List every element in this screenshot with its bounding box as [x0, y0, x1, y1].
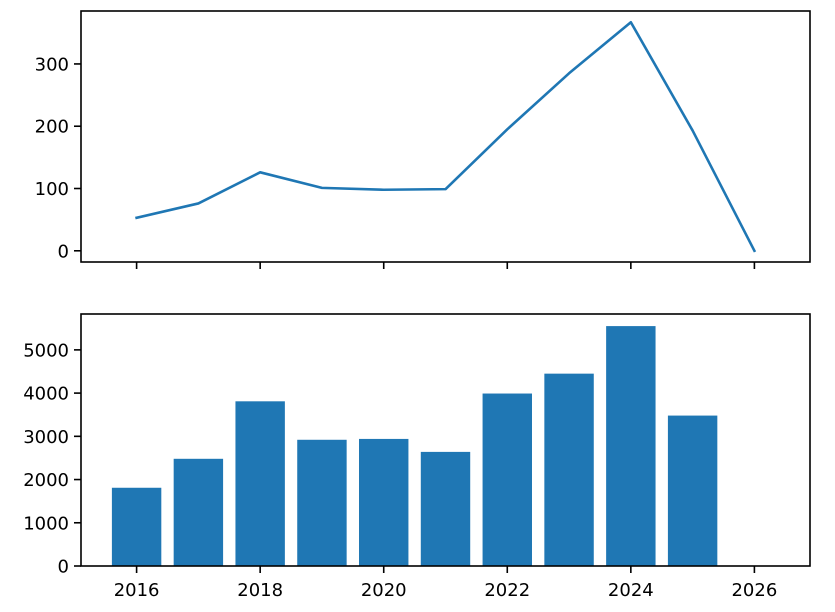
axes-frame [80, 313, 811, 567]
y-tick-label: 3000 [23, 427, 69, 448]
top-line-chart: 0 100 200 300 [35, 10, 811, 269]
y-tick-label: 5000 [23, 340, 69, 361]
y-tick-label: 4000 [23, 384, 69, 405]
bar-2020 [359, 438, 409, 566]
bar-2018 [235, 401, 285, 566]
bar-2023 [544, 373, 594, 566]
bar-2021 [420, 451, 471, 566]
x-tick-label: 2022 [484, 580, 530, 601]
axes-frame [80, 10, 811, 263]
bar-2025 [667, 415, 718, 566]
bottom-bar-chart: 0 1000 2000 3000 4000 5000 2016 2018 2020 2022 202… [23, 313, 811, 601]
x-tick-label: 2020 [361, 580, 407, 601]
bar-2016 [111, 487, 162, 566]
y-tick-label: 100 [35, 179, 69, 200]
y-tick-label: 0 [58, 557, 69, 578]
bar-2017 [173, 458, 224, 566]
y-tick-label: 1000 [23, 513, 69, 534]
x-tick-label: 2016 [114, 580, 160, 601]
x-tick-label: 2018 [237, 580, 283, 601]
y-tick-label: 200 [35, 117, 69, 138]
line-series [135, 20, 757, 253]
x-tick-label: 2024 [608, 580, 654, 601]
bar-2024 [606, 326, 656, 566]
x-tick-label: 2026 [731, 580, 777, 601]
bar-2022 [482, 393, 532, 566]
y-tick-label: 0 [58, 241, 69, 262]
y-tick-label: 2000 [23, 470, 69, 491]
y-tick-label: 300 [35, 54, 69, 75]
bar-2019 [297, 439, 347, 566]
